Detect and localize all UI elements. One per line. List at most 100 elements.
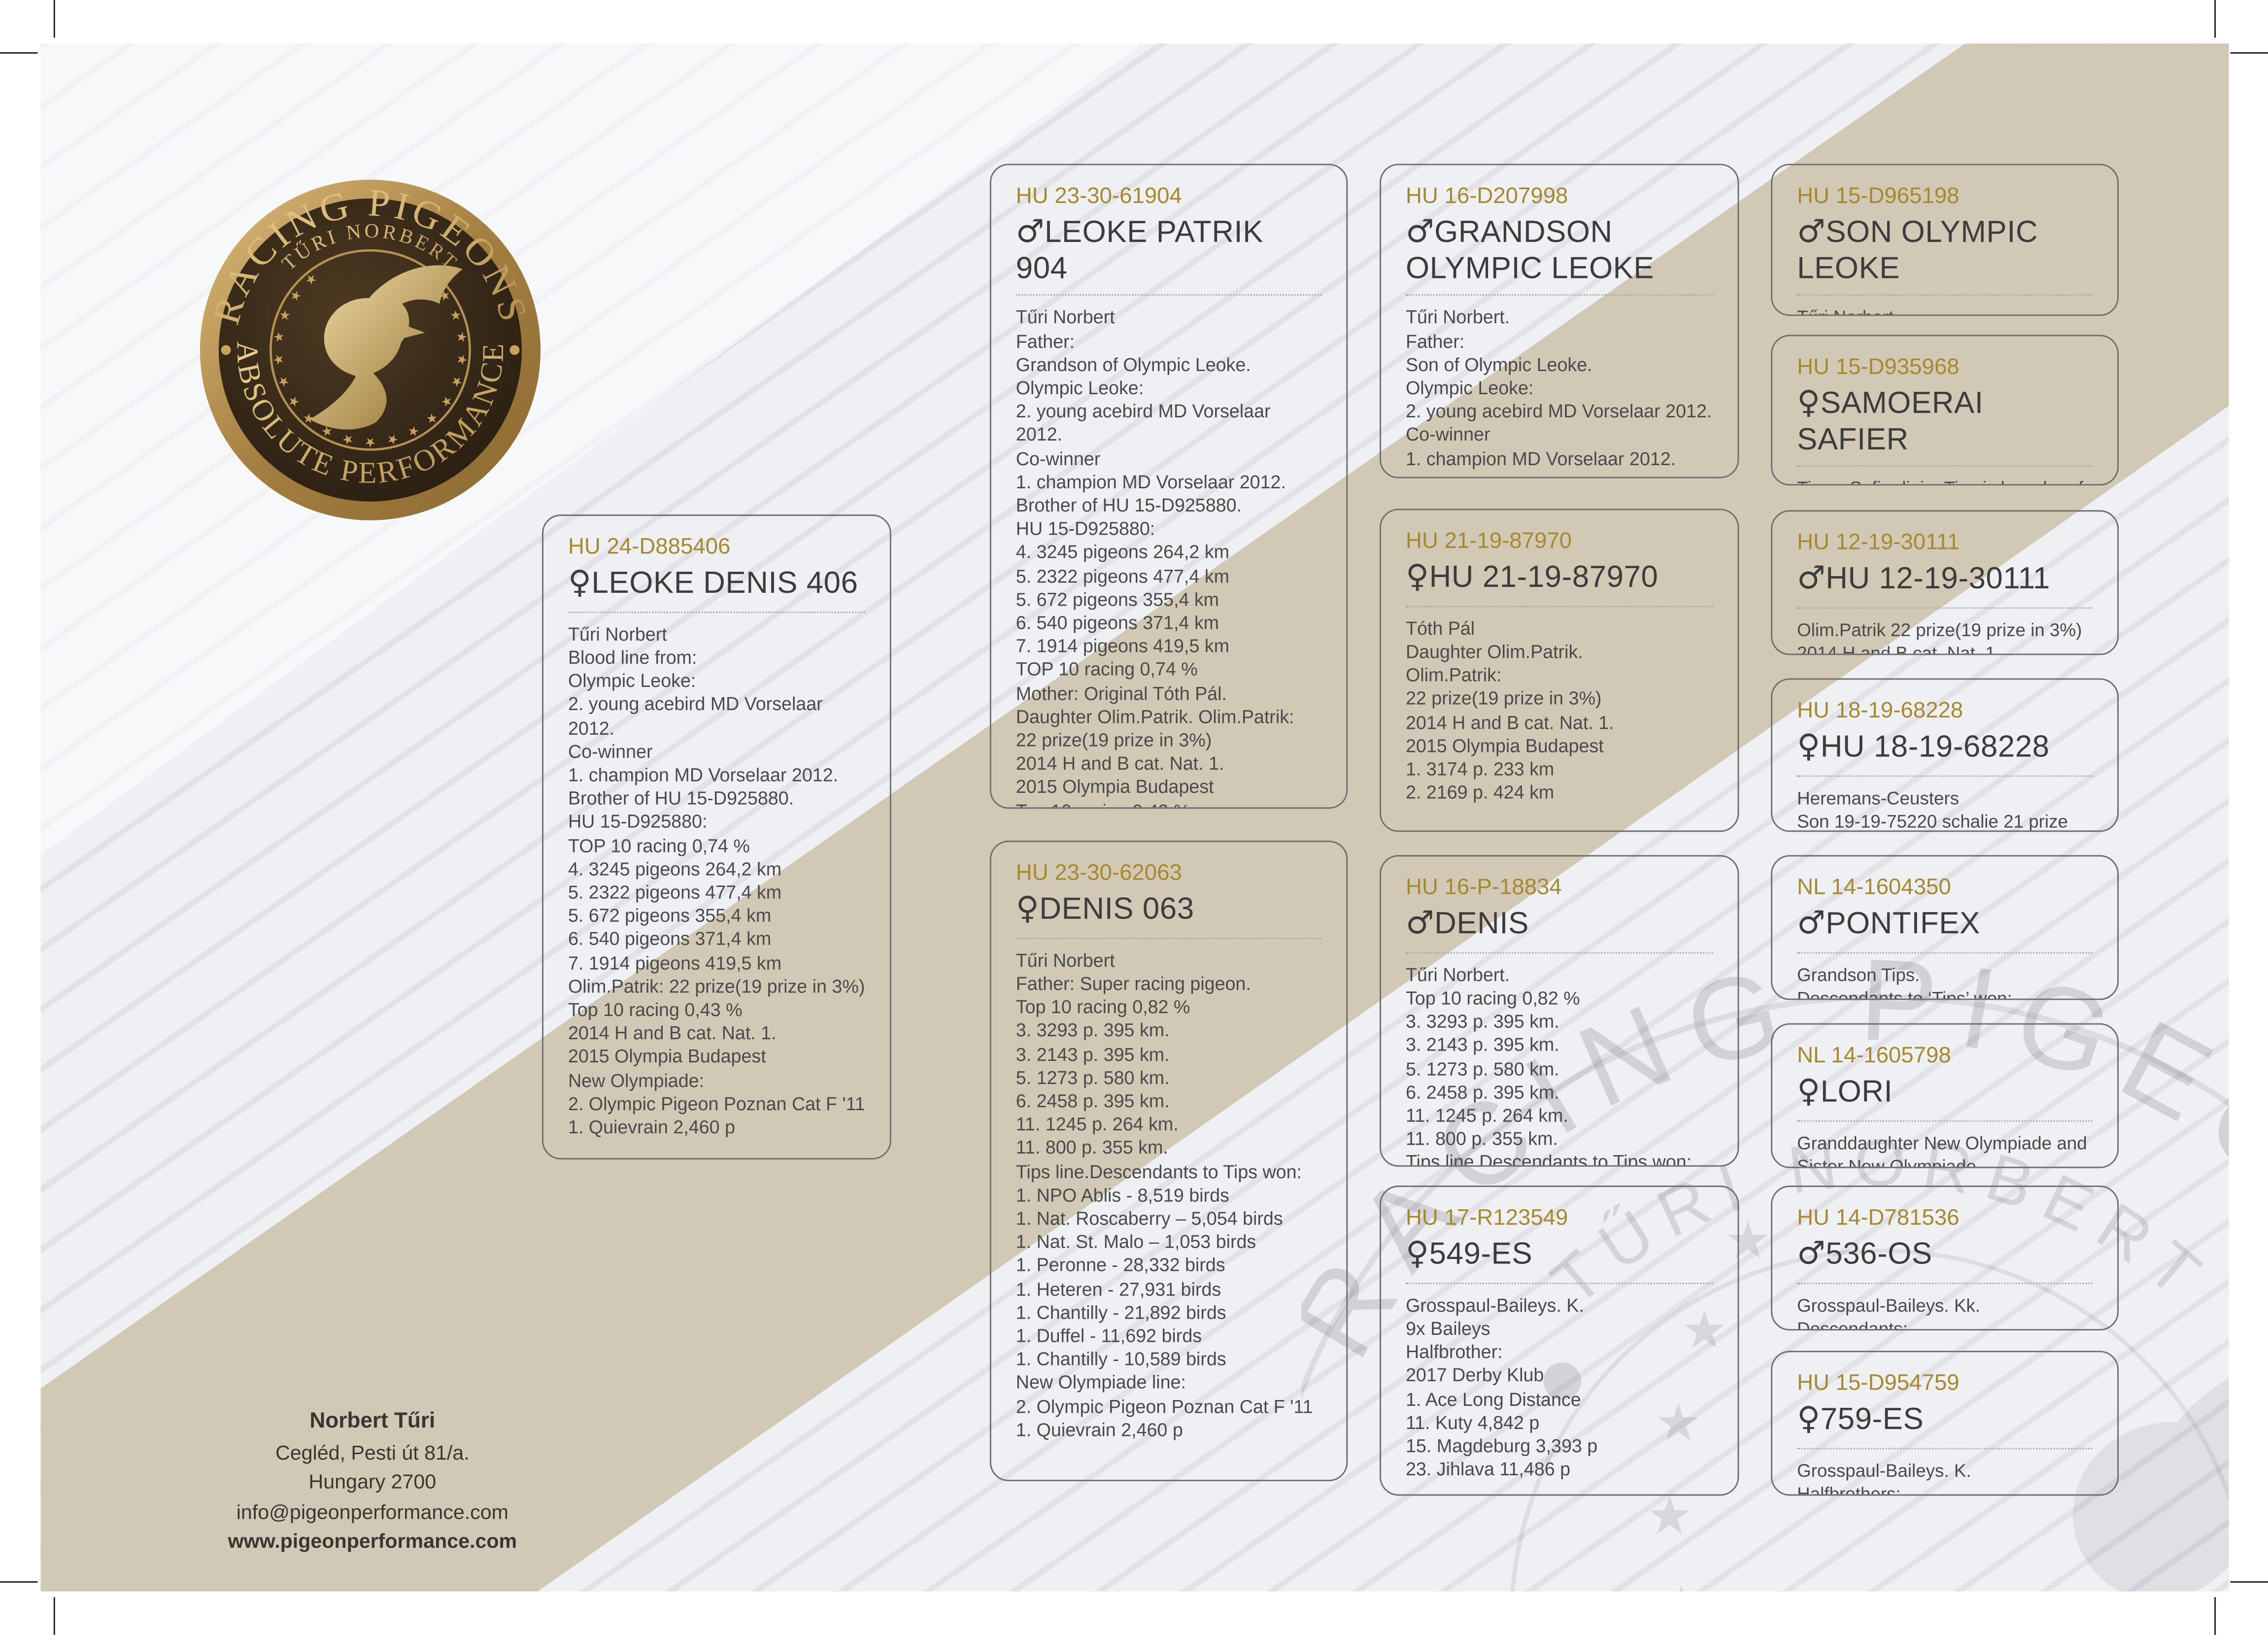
crop-mark-top-left-v	[53, 0, 56, 38]
crop-mark-bottom-right-v	[2214, 1597, 2216, 1635]
pedigree-card: HU 15-D935968 ♀SAMOERAI SAFIER Tips x Sa…	[1771, 335, 2119, 486]
pigeon-name: ♂PONTIFEX	[1797, 906, 1980, 943]
pigeon-name: ♀LORI	[1797, 1074, 1893, 1111]
card-body: Tűri Norbert Father: Grandson of Olympic…	[1016, 306, 1294, 808]
svg-text:★: ★	[271, 353, 287, 367]
contact-country: Hungary 2700	[308, 1469, 437, 1493]
ring-number: NL 14-1605798	[1797, 1043, 1951, 1068]
female-icon: ♀	[1797, 1074, 1821, 1111]
crop-mark-top-left-h	[0, 52, 38, 54]
ring-number: HU 18-19-68228	[1797, 698, 1963, 723]
svg-text:★: ★	[454, 353, 470, 367]
racing-pigeons-logo: RACING PIGEONS TŰRI NORBERT ABSOLUTE PER…	[200, 179, 541, 520]
male-icon: ♂	[1405, 906, 1435, 943]
ring-number: HU 23-30-62063	[1016, 861, 1182, 886]
svg-text:★: ★	[1655, 1394, 1702, 1452]
pedigree-card: HU 16-D207998 ♂GRANDSON OLYMPIC LEOKE Tű…	[1380, 164, 1739, 478]
pedigree-card: HU 23-30-61904 ♂LEOKE PATRIK 904 Tűri No…	[989, 164, 1348, 809]
pigeon-name: ♀549-ES	[1405, 1236, 1533, 1273]
svg-text:★: ★	[1658, 1576, 1705, 1591]
female-icon: ♀	[1797, 729, 1821, 766]
card-body: Tóth Pál Daughter Olim.Patrik. Olim.Patr…	[1405, 617, 1614, 804]
male-icon: ♂	[1797, 906, 1826, 943]
pedigree-card: HU 18-19-68228 ♀HU 18-19-68228 Heremans-…	[1771, 678, 2119, 832]
card-body: Tűri Norbert Son of Olympic Leoke.	[1797, 307, 2093, 315]
pedigree-card: NL 14-1604350 ♂PONTIFEX Grandson Tips. D…	[1771, 855, 2119, 1000]
pigeon-name: ♀LEOKE DENIS 406	[568, 566, 858, 602]
pigeon-name: ♀DENIS 063	[1016, 891, 1194, 928]
ring-number: HU 23-30-61904	[1016, 184, 1182, 209]
ring-number: HU 14-D781536	[1797, 1206, 1960, 1231]
pedigree-card: HU 16-P-18834 ♂DENIS Tűri Norbert. Top 1…	[1380, 855, 1739, 1167]
divider	[1405, 295, 1713, 297]
pigeon-name: ♂DENIS	[1405, 906, 1529, 943]
pedigree-card: HU 23-30-62063 ♀DENIS 063 Tűri Norbert F…	[989, 840, 1348, 1481]
ring-number: HU 15-D935968	[1797, 355, 1960, 380]
male-icon: ♂	[1405, 215, 1435, 251]
ring-number: HU 15-D965198	[1797, 184, 1960, 209]
pedigree-card: HU 24-D885406 ♀LEOKE DENIS 406 Tűri Norb…	[542, 514, 891, 1159]
design-area: RACING PIGEONS TŰRI NORBERT ★★★ ★★★	[40, 43, 2229, 1592]
male-icon: ♂	[1016, 215, 1045, 251]
watermark-logo: RACING PIGEONS TŰRI NORBERT ★★★ ★★★	[1301, 934, 2229, 1592]
pedigree-card: HU 15-D965198 ♂SON OLYMPIC LEOKE Tűri No…	[1771, 164, 2119, 316]
card-body: Grosspaul-Baileys. K. 9x Baileys Halfbro…	[1405, 1294, 1598, 1480]
svg-text:★: ★	[365, 435, 376, 449]
pigeon-name: ♂LEOKE PATRIK 904	[1016, 215, 1264, 285]
ring-number: HU 12-19-30111	[1797, 530, 1960, 555]
ring-number: HU 24-D885406	[568, 535, 731, 560]
female-icon: ♀	[568, 566, 592, 602]
svg-text:★: ★	[1681, 1301, 1728, 1359]
pigeon-icon	[309, 265, 463, 430]
watermark-stars: ★★★ ★★★	[1646, 1211, 1771, 1591]
pedigree-card: HU 12-19-30111 ♂HU 12-19-30111 Olim.Patr…	[1771, 510, 2119, 655]
card-body: Tűri Norbert. Father: Son of Olympic Leo…	[1405, 306, 1712, 469]
pedigree-card: NL 14-1605798 ♀LORI Granddaughter New Ol…	[1771, 1023, 2119, 1168]
contact-block: Norbert Tűri Cegléd, Pesti út 81/a. Hung…	[83, 1407, 662, 1556]
divider	[1797, 1447, 2093, 1449]
divider	[1797, 295, 2093, 297]
male-icon: ♂	[1797, 561, 1826, 598]
pigeon-name: ♀HU 18-19-68228	[1797, 729, 2050, 766]
pedigree-card: HU 15-D954759 ♀759-ES Grosspaul-Baileys.…	[1771, 1351, 2119, 1496]
female-icon: ♀	[1016, 891, 1040, 928]
pigeon-name: ♂HU 12-19-30111	[1797, 561, 2051, 598]
female-icon: ♀	[1797, 1402, 1821, 1438]
divider	[1797, 952, 2093, 954]
contact-address: Cegléd, Pesti út 81/a.	[275, 1440, 470, 1464]
pigeon-name: ♂GRANDSON OLYMPIC LEOKE	[1405, 215, 1655, 285]
divider	[568, 611, 865, 613]
pedigree-card: HU 21-19-87970 ♀HU 21-19-87970 Tóth Pál …	[1380, 509, 1739, 832]
ring-number: HU 17-R123549	[1405, 1206, 1568, 1231]
card-body: Grandson Tips. Descendants to ‘Tips’ won…	[1797, 965, 2012, 1000]
ring-number: NL 14-1604350	[1797, 875, 1951, 900]
divider	[1016, 295, 1322, 297]
divider	[1405, 605, 1713, 607]
female-icon: ♀	[1405, 560, 1429, 596]
male-icon: ♂	[1797, 215, 1826, 251]
pigeon-name: ♀HU 21-19-87970	[1405, 560, 1659, 596]
contact-name: Norbert Tűri	[309, 1408, 436, 1433]
crop-mark-top-right-v	[2214, 0, 2216, 38]
svg-text:★: ★	[1725, 1211, 1771, 1269]
card-body: Tips x Safier linie. Tips is breeder of …	[1797, 477, 2093, 484]
female-icon: ♀	[1797, 386, 1821, 422]
card-body: Olim.Patrik 22 prize(19 prize in 3%) 201…	[1797, 620, 2082, 655]
divider	[1405, 952, 1713, 954]
contact-email: info@pigeonperformance.com	[236, 1499, 508, 1523]
pigeon-name: ♀759-ES	[1797, 1402, 1924, 1438]
crop-mark-bottom-left-h	[0, 1581, 38, 1583]
divider	[1016, 937, 1322, 939]
card-body: Heremans-Ceusters Son 19-19-75220 schali…	[1797, 788, 2068, 832]
male-icon: ♂	[1797, 1236, 1826, 1273]
divider	[1405, 1282, 1713, 1284]
card-body: Tűri Norbert Father: Super racing pigeon…	[1016, 949, 1313, 1441]
divider	[1797, 607, 2093, 609]
ring-number: HU 15-D954759	[1797, 1371, 1960, 1396]
divider	[1797, 1120, 2093, 1122]
card-body: Tűri Norbert. Top 10 racing 0,82 % 3. 32…	[1405, 963, 1692, 1167]
contact-website: www.pigeonperformance.com	[228, 1529, 517, 1553]
ring-number: HU 16-P-18834	[1405, 875, 1562, 900]
pigeon-name: ♂536-OS	[1797, 1236, 1932, 1273]
